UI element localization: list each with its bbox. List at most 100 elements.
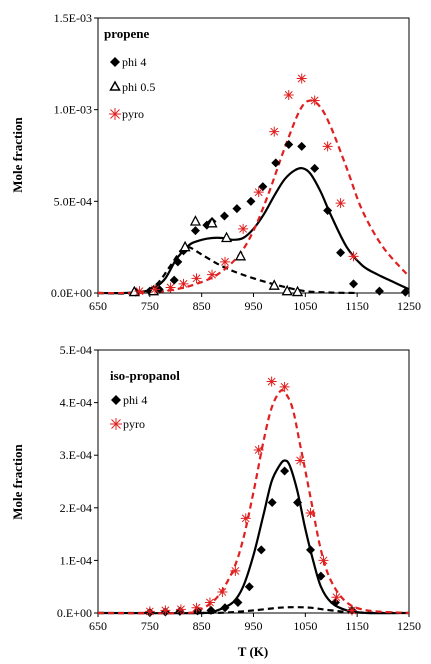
chart-iso-propanol: 650 750 850 950 1050 1150 1250 0.E+00 1.E-04 2.E-… bbox=[10, 343, 421, 659]
data-point-asterisk bbox=[150, 284, 161, 295]
data-point-diamond bbox=[220, 603, 230, 613]
x-tick-label: 1250 bbox=[397, 619, 421, 633]
data-point-asterisk bbox=[219, 256, 230, 267]
data-point-diamond bbox=[323, 206, 333, 215]
x-tick-label: 650 bbox=[89, 619, 107, 633]
data-point-asterisk bbox=[253, 187, 264, 198]
data-point-asterisk bbox=[191, 273, 202, 284]
tick-labels: 650 750 850 950 1050 1150 1250 0.0E+00 5.0E-04 1.… bbox=[51, 11, 421, 313]
y-tick-label: 2.E-04 bbox=[60, 501, 92, 515]
legend-label: phi 4 bbox=[122, 55, 146, 69]
y-tick-label: 0.0E+00 bbox=[51, 286, 92, 300]
data-point-diamond bbox=[284, 140, 294, 149]
data-point-asterisk bbox=[348, 251, 359, 262]
model-line-solid bbox=[97, 459, 410, 615]
y-tick-label: 1.5E-03 bbox=[54, 11, 92, 25]
legend-diamond-marker bbox=[111, 395, 121, 405]
data-point-diamond bbox=[258, 182, 268, 192]
legend-label: phi 4 bbox=[123, 393, 147, 407]
data-point-diamond bbox=[374, 286, 384, 296]
chart-title: propene bbox=[104, 26, 149, 41]
plot-frame bbox=[97, 349, 410, 614]
y-tick-label: 5.E-04 bbox=[60, 343, 92, 357]
data-point-asterisk bbox=[318, 555, 329, 566]
data-point-asterisk bbox=[238, 223, 249, 234]
data-point-triangle bbox=[189, 215, 202, 226]
data-point-asterisk bbox=[346, 605, 357, 616]
data-point-asterisk bbox=[335, 198, 346, 209]
data-point-diamond bbox=[246, 196, 256, 206]
model-line-dashed bbox=[97, 389, 410, 615]
y-tick-label: 4.E-04 bbox=[60, 396, 92, 410]
data-point-asterisk bbox=[295, 455, 306, 466]
legend-label: pyro bbox=[123, 417, 145, 431]
data-point-diamond bbox=[190, 226, 200, 236]
data-point-asterisk bbox=[144, 606, 155, 617]
data-point-asterisk bbox=[191, 602, 202, 613]
data-points bbox=[128, 73, 410, 297]
data-point-diamond bbox=[349, 279, 359, 289]
legend: phi 4 pyro bbox=[110, 393, 147, 431]
data-point-asterisk bbox=[160, 605, 171, 616]
data-point-diamond bbox=[233, 597, 243, 607]
data-point-diamond bbox=[280, 466, 290, 476]
data-point-asterisk bbox=[279, 381, 290, 392]
x-tick-label: 1150 bbox=[345, 619, 369, 633]
x-tick-label: 750 bbox=[141, 299, 159, 313]
model-lines bbox=[97, 99, 410, 295]
legend-label: pyro bbox=[122, 107, 144, 121]
data-point-diamond bbox=[219, 211, 229, 221]
data-point-diamond bbox=[173, 257, 183, 267]
data-point-diamond bbox=[293, 498, 303, 508]
y-tick-label: 1.E-04 bbox=[60, 553, 92, 567]
data-point-asterisk bbox=[207, 269, 218, 280]
data-point-asterisk bbox=[309, 95, 320, 106]
y-tick-label: 5.0E-04 bbox=[54, 194, 92, 208]
data-point-asterisk bbox=[134, 286, 145, 297]
data-point-asterisk bbox=[305, 508, 316, 519]
data-point-triangle bbox=[268, 279, 280, 290]
model-line-dashed bbox=[97, 99, 410, 295]
y-tick-label: 1.0E-03 bbox=[54, 103, 92, 117]
legend-label: phi 0.5 bbox=[122, 80, 155, 94]
data-point-diamond bbox=[206, 605, 216, 615]
data-point-diamond bbox=[232, 204, 242, 214]
data-point-diamond bbox=[316, 571, 326, 581]
data-point-asterisk bbox=[269, 126, 280, 137]
y-axis-label: Mole fraction bbox=[10, 117, 25, 193]
chart-propene: 650 750 850 950 1050 1150 1250 0.0E+00 5.0E-04 1.… bbox=[10, 11, 421, 313]
legend-asterisk-marker bbox=[110, 418, 122, 430]
data-point-asterisk bbox=[253, 444, 264, 455]
tick-labels: 650 750 850 950 1050 1150 1250 0.E+00 1.E-04 2.E-… bbox=[57, 343, 421, 633]
data-point-diamond bbox=[400, 287, 410, 297]
data-point-asterisk bbox=[204, 597, 215, 608]
data-point-asterisk bbox=[230, 565, 241, 576]
data-point-asterisk bbox=[217, 586, 228, 597]
data-point-diamond bbox=[169, 275, 179, 285]
data-point-asterisk bbox=[175, 604, 186, 615]
x-tick-label: 950 bbox=[245, 299, 263, 313]
data-point-asterisk bbox=[266, 376, 277, 387]
chart-title: iso-propanol bbox=[110, 368, 180, 383]
x-tick-label: 650 bbox=[89, 299, 107, 313]
data-point-diamond bbox=[271, 158, 281, 168]
data-points bbox=[144, 376, 357, 617]
data-point-diamond bbox=[297, 141, 307, 151]
data-point-diamond bbox=[267, 498, 277, 508]
data-point-diamond bbox=[310, 163, 320, 173]
legend: phi 4 phi 0.5 pyro bbox=[109, 55, 155, 121]
data-point-triangle bbox=[291, 285, 304, 297]
data-point-triangle bbox=[179, 240, 191, 252]
legend-asterisk-marker bbox=[109, 108, 121, 120]
y-tick-label: 3.E-04 bbox=[60, 448, 92, 462]
data-point-diamond bbox=[336, 248, 346, 258]
model-line-dashed bbox=[97, 245, 358, 295]
data-point-triangle bbox=[281, 284, 293, 296]
data-point-asterisk bbox=[322, 141, 333, 152]
x-axis-label: T (K) bbox=[238, 644, 268, 659]
data-point-asterisk bbox=[178, 278, 189, 289]
y-tick-label: 0.E+00 bbox=[57, 606, 92, 620]
x-tick-label: 750 bbox=[141, 619, 159, 633]
legend-triangle-marker bbox=[109, 80, 121, 91]
